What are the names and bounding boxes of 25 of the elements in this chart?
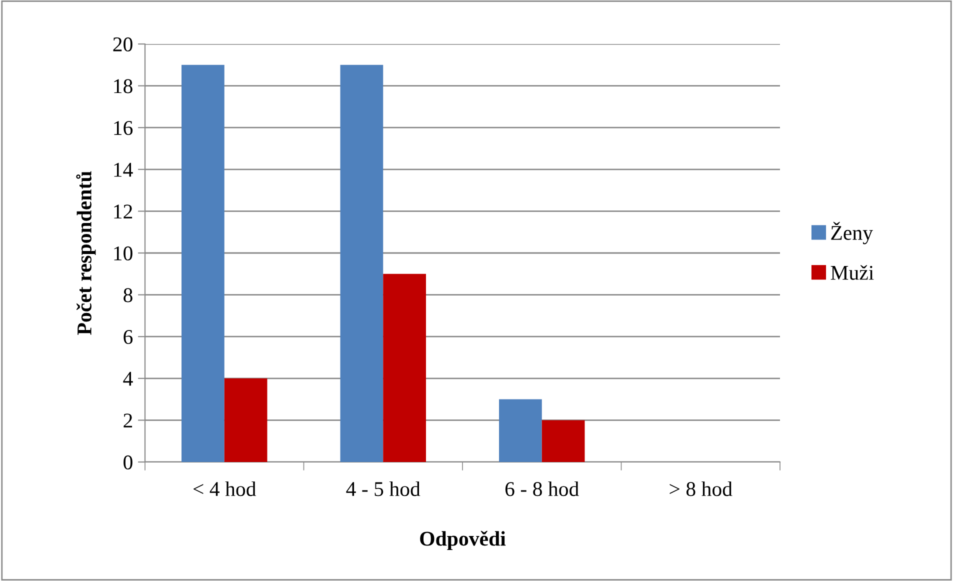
y-tick-label: 8	[124, 288, 132, 302]
legend-label: Muži	[830, 265, 874, 280]
y-tick-label: 16	[114, 121, 133, 136]
bar	[340, 64, 384, 462]
bar	[383, 274, 426, 462]
y-tick-label: 18	[114, 79, 132, 94]
x-axis-title: Odpovědi	[420, 530, 506, 550]
y-tick-label: 6	[124, 330, 133, 344]
y-axis-title: Počet respondentů	[76, 171, 96, 335]
bar	[499, 399, 542, 462]
x-tick-label: > 8 hod	[670, 481, 732, 496]
x-tick-label: < 4 hod	[194, 481, 256, 496]
y-tick-label: 14	[114, 162, 133, 177]
bar	[542, 420, 585, 462]
bar	[182, 64, 224, 462]
y-tick-label: 4	[123, 372, 133, 386]
y-tick-label: 10	[114, 246, 132, 260]
y-tick-label: 20	[113, 37, 132, 52]
y-tick-label: 0	[124, 455, 132, 470]
x-tick-label: 4 - 5 hod	[346, 481, 420, 496]
bar	[224, 378, 268, 462]
legend-label: Ženy	[831, 222, 873, 244]
y-tick-label: 2	[124, 414, 132, 428]
y-tick-label: 12	[114, 204, 132, 218]
x-tick-label: 6 - 8 hod	[505, 481, 579, 496]
